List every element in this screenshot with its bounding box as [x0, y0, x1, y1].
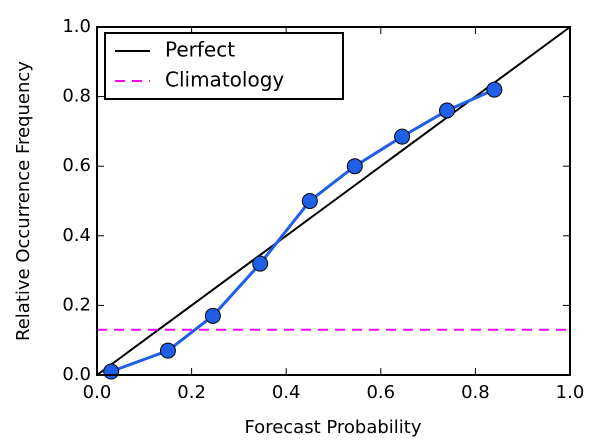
x-tick-label: 0.4	[272, 382, 301, 403]
x-axis-label: Forecast Probability	[244, 417, 421, 438]
data-point	[252, 255, 269, 272]
plot-frame	[96, 26, 571, 376]
y-axis-label: Relative Occurrence Frequency	[13, 61, 34, 341]
data-point	[439, 102, 456, 119]
data-point	[394, 128, 411, 145]
x-tick-label: 0.0	[83, 382, 112, 403]
y-tick-label: 0.6	[62, 155, 91, 176]
data-point	[486, 81, 503, 98]
y-tick-label: 1.0	[62, 16, 91, 37]
x-tick-label: 0.6	[366, 382, 395, 403]
x-tick-label: 0.2	[177, 382, 206, 403]
legend-label: Climatology	[165, 68, 284, 92]
data-point	[103, 363, 120, 380]
data-point	[159, 342, 176, 359]
y-tick-label: 0.2	[62, 294, 91, 315]
x-tick-label: 1.0	[556, 382, 585, 403]
legend-label: Perfect	[165, 38, 235, 62]
data-point	[346, 158, 363, 175]
x-tick-label: 0.8	[461, 382, 490, 403]
y-tick-label: 0.8	[62, 86, 91, 107]
y-tick-label: 0.0	[62, 364, 91, 385]
data-point	[204, 307, 221, 324]
legend-box	[104, 32, 344, 100]
data-point	[301, 193, 318, 209]
y-tick-label: 0.4	[62, 225, 91, 246]
